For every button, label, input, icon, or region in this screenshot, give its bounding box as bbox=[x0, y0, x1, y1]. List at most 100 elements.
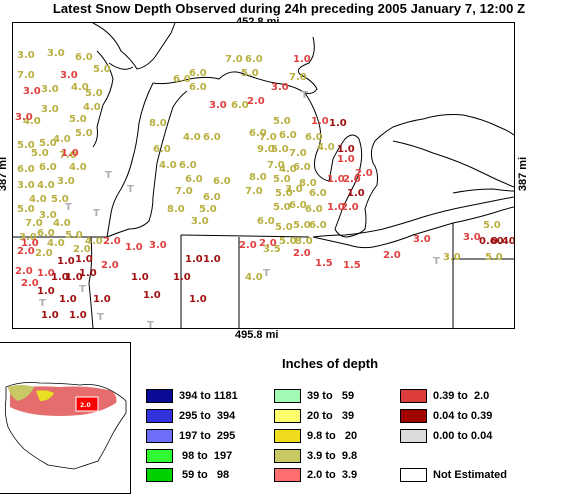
snow-depth-value: 3.0 bbox=[57, 176, 75, 187]
snow-depth-value: 4.0 bbox=[71, 82, 89, 93]
legend-label: 39 to 59 bbox=[307, 389, 355, 402]
snow-depth-value: 3.0 bbox=[41, 84, 59, 95]
snow-depth-value: 4.0 bbox=[69, 162, 87, 173]
snow-depth-value: 1.0 bbox=[37, 286, 55, 297]
snow-depth-value: 3.0 bbox=[463, 232, 481, 243]
trace-marker: T bbox=[263, 268, 270, 279]
inset-region-box bbox=[75, 396, 99, 412]
snow-depth-value: 7.0 bbox=[289, 148, 307, 159]
map-title: Latest Snow Depth Observed during 24h pr… bbox=[52, 1, 526, 16]
snow-depth-value: 3.0 bbox=[209, 100, 227, 111]
snow-depth-value: 5.0 bbox=[275, 222, 293, 233]
right-distance-label: 387 mi bbox=[517, 156, 530, 192]
snow-depth-value: 3.0 bbox=[41, 104, 59, 115]
snow-depth-value: 1.0 bbox=[173, 272, 191, 283]
legend-item: 39 to 59 bbox=[274, 388, 354, 403]
snow-depth-value: 6.0 bbox=[189, 82, 207, 93]
snow-depth-value: 4.0 bbox=[279, 164, 297, 175]
legend-swatch bbox=[146, 408, 173, 423]
legend-swatch bbox=[274, 388, 301, 403]
snow-depth-value: 5.0 bbox=[241, 68, 259, 79]
locator-inset-map: 2.0 bbox=[0, 342, 131, 494]
legend-swatch bbox=[274, 467, 301, 482]
snow-depth-value: 2.0 bbox=[103, 236, 121, 247]
upper-peninsula-shore bbox=[152, 36, 318, 94]
snow-depth-value: 3.0 bbox=[271, 82, 289, 93]
snow-depth-value: 4.0 bbox=[83, 102, 101, 113]
left-distance-label: 387 mi bbox=[0, 156, 10, 192]
snow-depth-value: 1.0 bbox=[311, 116, 329, 127]
snow-depth-value: 1.0 bbox=[51, 272, 69, 283]
legend-swatch bbox=[274, 428, 301, 443]
trace-marker: T bbox=[39, 298, 46, 309]
legend-label: 0.00 to 0.04 bbox=[433, 429, 493, 442]
legend-item: 20 to 39 bbox=[274, 408, 354, 423]
snow-depth-value: 7.0 bbox=[289, 72, 307, 83]
legend-item: Not Estimated bbox=[400, 467, 507, 482]
snow-depth-value: 1.0 bbox=[347, 188, 365, 199]
snow-depth-value: 6.0 bbox=[305, 204, 323, 215]
legend-swatch bbox=[146, 428, 173, 443]
snow-depth-value: 5.0 bbox=[51, 194, 69, 205]
snow-depth-value: 3.0 bbox=[17, 180, 35, 191]
legend-label: 20 to 39 bbox=[307, 409, 355, 422]
snow-depth-value: 6.0 bbox=[249, 128, 267, 139]
snow-depth-value: 2.0 bbox=[247, 96, 265, 107]
snow-depth-value: 1.0 bbox=[131, 272, 149, 283]
snow-depth-value: 1.5 bbox=[343, 260, 361, 271]
legend-item: 0.39 to 2.0 bbox=[400, 388, 489, 403]
legend-swatch bbox=[274, 408, 301, 423]
snow-depth-value: 6.0 bbox=[17, 164, 35, 175]
snow-depth-value: 4.0 bbox=[23, 116, 41, 127]
legend-item: 0.04 to 0.39 bbox=[400, 408, 492, 423]
snow-depth-value: 1.0 bbox=[337, 144, 355, 155]
snow-depth-value: 2.0 bbox=[355, 168, 373, 179]
legend-swatch bbox=[400, 388, 427, 403]
snow-depth-value: 5.0 bbox=[485, 252, 503, 263]
inset-snow-yellow bbox=[36, 390, 54, 401]
legend-label: 2.0 to 3.9 bbox=[307, 468, 358, 481]
snow-depth-value: 8.0 bbox=[167, 204, 185, 215]
snow-depth-value: 2.0 bbox=[293, 248, 311, 259]
snow-depth-value: 5.0 bbox=[39, 138, 57, 149]
lake-ontario-shore bbox=[452, 188, 514, 194]
legend-label: 0.39 to 2.0 bbox=[433, 389, 490, 402]
legend-label: 295 to 394 bbox=[179, 409, 236, 422]
snow-depth-value: 7.0 bbox=[267, 160, 285, 171]
snow-depth-value: 2.0 bbox=[239, 240, 257, 251]
snow-depth-value: 5.0 bbox=[273, 174, 291, 185]
snow-depth-value: 3.0 bbox=[47, 48, 65, 59]
snow-depth-value: 1.0 bbox=[327, 174, 345, 185]
snow-depth-value: 5.0 bbox=[279, 236, 297, 247]
snow-depth-value: 1.0 bbox=[61, 148, 79, 159]
snow-depth-value: 2.0 bbox=[21, 278, 39, 289]
snow-depth-value: 3.0 bbox=[19, 232, 37, 243]
snow-depth-value: 6.0 bbox=[245, 54, 263, 65]
snow-depth-value: 5.0 bbox=[17, 204, 35, 215]
snow-depth-value: 1.0 bbox=[125, 242, 143, 253]
snow-depth-value: 5.0 bbox=[271, 144, 289, 155]
trace-marker: T bbox=[433, 256, 440, 267]
lake-superior-shore bbox=[92, 23, 176, 70]
snow-depth-value: 1.0 bbox=[75, 254, 93, 265]
map-canvas: 3.0 3.03.07.06.05.03.0 3.0 4.05.04.03.05.04… bbox=[13, 23, 514, 328]
trace-marker: T bbox=[97, 312, 104, 323]
legend-swatch bbox=[274, 448, 301, 463]
legend-label: 9.8 to 20 bbox=[307, 429, 358, 442]
trace-marker: T bbox=[127, 184, 134, 195]
snow-depth-value: 3.0 bbox=[413, 234, 431, 245]
trace-marker: T bbox=[301, 90, 308, 101]
snow-depth-value: 5.0 bbox=[273, 202, 291, 213]
lake-huron-shore bbox=[304, 92, 424, 238]
snow-depth-value: 1.0 bbox=[59, 294, 77, 305]
snow-depth-value: 6.0 bbox=[185, 174, 203, 185]
snow-depth-value: 3.0 bbox=[15, 112, 33, 123]
snow-depth-value: 8.0 bbox=[249, 172, 267, 183]
legend-label: 59 to 98 bbox=[179, 468, 230, 481]
snow-depth-value: 6.0 bbox=[203, 192, 221, 203]
snow-depth-value: 6.0 bbox=[213, 176, 231, 187]
snow-depth-value: 1.0 bbox=[79, 268, 97, 279]
snow-depth-value: 4.0 bbox=[317, 142, 335, 153]
snow-depth-value: 2.0 bbox=[73, 244, 91, 255]
snow-depth-value: 6.0 bbox=[305, 132, 323, 143]
